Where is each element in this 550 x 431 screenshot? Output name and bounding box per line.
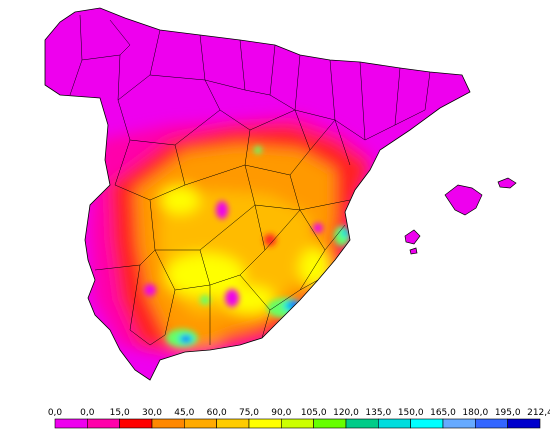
legend-swatch	[507, 418, 541, 429]
legend-swatch	[442, 418, 476, 429]
island-ibiza	[404, 229, 421, 245]
legend-labels: 0,0 0,0 15,0 30,0 45,0 60,0 75,0 90,0 105,0 120,0…	[48, 408, 550, 418]
legend-tick-label: 135,0	[365, 408, 391, 418]
island-formentera	[409, 247, 418, 255]
legend-tick-label: 60,0	[207, 408, 227, 418]
legend-tick-label: 15,0	[110, 408, 130, 418]
legend-swatch	[184, 418, 217, 429]
legend-tick-label: 30,0	[142, 408, 162, 418]
magenta-spot-4	[313, 223, 323, 233]
green-spot-north	[254, 146, 262, 154]
legend-tick-label: 90,0	[271, 408, 291, 418]
legend-tick-label: 165,0	[430, 408, 456, 418]
precipitation-map	[44, 7, 517, 381]
legend-tick-label: 212,4	[527, 408, 550, 418]
cyan-zone-valencia	[341, 228, 349, 238]
legend-tick-label: 120,0	[333, 408, 359, 418]
island-menorca	[497, 177, 517, 189]
province-boundaries	[69, 14, 431, 346]
legend-tick-label: 195,0	[495, 408, 521, 418]
blue-spot-malaga	[182, 336, 190, 342]
legend-tick-label: 75,0	[239, 408, 259, 418]
legend-tick-label: 0,0	[48, 408, 63, 418]
legend-swatch	[119, 418, 153, 429]
legend-swatch	[410, 418, 444, 429]
red-spot	[264, 234, 276, 246]
legend-swatch	[151, 418, 185, 429]
legend-tick-label: 0,0	[80, 408, 95, 418]
green-spot-west	[200, 295, 210, 305]
legend-tick-label: 45,0	[174, 408, 194, 418]
legend-swatch	[345, 418, 379, 429]
legend-tick-label: 150,0	[398, 408, 424, 418]
legend-swatch	[248, 418, 282, 429]
color-legend: 0,0 0,0 15,0 30,0 45,0 60,0 75,0 90,0 105,0 120,0…	[48, 408, 550, 429]
legend-tick-label: 105,0	[301, 408, 327, 418]
legend-color-bar	[54, 418, 541, 429]
magenta-spot-2	[225, 289, 239, 307]
legend-swatch	[54, 418, 88, 429]
yellow-region-west	[160, 186, 200, 214]
magenta-spot-1	[216, 201, 228, 219]
balearic-islands	[404, 177, 517, 255]
legend-swatch	[87, 418, 120, 429]
yellow-region-center	[165, 253, 245, 297]
legend-swatch	[216, 418, 250, 429]
legend-swatch	[280, 418, 314, 429]
legend-swatch	[377, 418, 411, 429]
island-mallorca	[444, 184, 483, 216]
yellow-region-east	[299, 248, 331, 288]
legend-tick-label: 180,0	[462, 408, 488, 418]
legend-swatch	[474, 418, 508, 429]
legend-swatch	[313, 418, 347, 429]
magenta-spot-3	[144, 284, 156, 296]
